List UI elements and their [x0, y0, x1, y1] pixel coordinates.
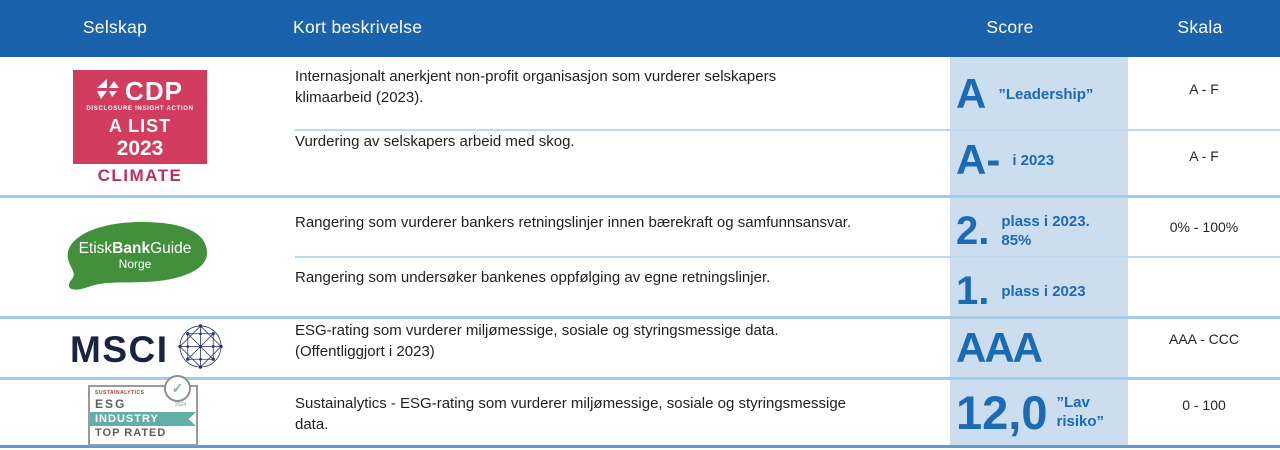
- etisk-bank-guide-logo: EtiskBankGuide Norge: [60, 219, 210, 293]
- bottom-border: [0, 445, 1280, 448]
- description-cell: Vurdering av selskapers arbeid med skog.: [295, 131, 940, 152]
- column-header-kort-beskrivelse: Kort beskrivelse: [293, 17, 423, 37]
- score-note: ”Lav risiko”: [1056, 394, 1105, 430]
- msci-globe-icon: [177, 323, 224, 375]
- description-cell: Rangering som vurderer bankers retningsl…: [295, 212, 940, 233]
- cdp-badge: CDP DISCLOSURE INSIGHT ACTION A LIST 202…: [73, 70, 207, 164]
- score-cell: 12,0 ”Lav risiko”: [956, 383, 1118, 441]
- etisk-bank-guide-text: EtiskBankGuide Norge: [60, 240, 210, 272]
- scale-cell: 0% - 100%: [1169, 219, 1239, 235]
- sustainalytics-top-rated-label: TOP RATED: [95, 427, 167, 439]
- scale-cell: A - F: [1189, 148, 1219, 164]
- description-line: Rangering som vurderer bankers retningsl…: [295, 214, 852, 231]
- row-separator: [295, 129, 1280, 131]
- column-header-skala: Skala: [1177, 17, 1223, 37]
- cdp-mark-icon: [97, 78, 121, 104]
- score-value: A: [956, 70, 987, 117]
- description-line: (Offentliggjort i 2023): [295, 343, 435, 360]
- score-note: plass i 2023. 85%: [1001, 213, 1090, 249]
- cdp-wordmark: CDP: [125, 76, 183, 106]
- sustainalytics-industry-banner: INDUSTRY: [90, 412, 196, 426]
- score-value: A-: [956, 136, 1001, 183]
- cdp-logo: CDP: [73, 70, 207, 104]
- row-separator: [295, 256, 1280, 258]
- cdp-climate-label: CLIMATE: [97, 166, 183, 185]
- score-note: ”Leadership”: [998, 85, 1094, 103]
- ebg-part-guide: Guide: [150, 240, 192, 257]
- description-cell: Rangering som undersøker bankenes oppføl…: [295, 267, 940, 288]
- description-line: ESG-rating som vurderer miljømessige, so…: [295, 322, 779, 339]
- description-line: Rangering som undersøker bankenes oppføl…: [295, 269, 771, 286]
- description-line: klimaarbeid (2023).: [295, 89, 424, 106]
- score-cell: A- i 2023: [956, 133, 1054, 187]
- description-line: Vurdering av selskapers arbeid med skog.: [295, 133, 575, 150]
- speech-bubble-icon: [67, 222, 208, 290]
- ebg-part-etisk: Etisk: [78, 240, 113, 257]
- score-cell: A ”Leadership”: [956, 67, 1093, 121]
- cdp-year-label: 2023: [116, 137, 164, 160]
- sustainalytics-esg-label: ESG: [95, 397, 127, 411]
- score-column-band: [950, 57, 1128, 446]
- etisk-bank-guide-wordmark: EtiskBankGuide: [60, 240, 210, 258]
- msci-wordmark: MSCI: [70, 328, 169, 370]
- description-cell: ESG-rating som vurderer miljømessige, so…: [295, 320, 940, 362]
- sustainalytics-badge: SUSTAINALYTICS ESG INDUSTRY TOP RATED ✓ …: [88, 375, 198, 446]
- score-note: i 2023: [1012, 151, 1055, 169]
- description-line: Internasjonalt anerkjent non-profit orga…: [295, 68, 777, 85]
- score-cell: 2. plass i 2023. 85%: [956, 202, 1113, 260]
- scale-cell: 0 - 100: [1182, 397, 1226, 413]
- table-header: Selskap Kort beskrivelse Score Skala: [0, 0, 1280, 57]
- ebg-part-bank: Bank: [112, 240, 151, 257]
- section-separator: [0, 195, 1280, 198]
- description-cell: Sustainalytics - ESG-rating som vurderer…: [295, 393, 940, 435]
- score-value: AAA: [956, 324, 1043, 371]
- description-cell: Internasjonalt anerkjent non-profit orga…: [295, 66, 940, 108]
- section-separator: [0, 316, 1280, 319]
- description-line: Sustainalytics - ESG-rating som vurderer…: [295, 395, 847, 412]
- sustainalytics-year: 2024: [174, 402, 186, 408]
- section-separator: [0, 377, 1280, 380]
- score-cell: 1. plass i 2023: [956, 262, 1086, 320]
- score-note: plass i 2023: [1001, 282, 1086, 300]
- score-value: 1.: [956, 269, 990, 313]
- score-value: 2.: [956, 209, 990, 253]
- sustainalytics-wordmark: SUSTAINALYTICS: [95, 390, 145, 396]
- score-cell: AAA: [956, 321, 1043, 375]
- column-header-score: Score: [986, 17, 1034, 37]
- cdp-alist-label: A LIST: [108, 116, 172, 136]
- score-value: 12,0: [956, 385, 1048, 439]
- msci-logo: MSCI: [70, 323, 224, 375]
- check-icon: ✓: [164, 375, 191, 402]
- column-header-selskap: Selskap: [82, 17, 148, 37]
- scale-cell: AAA - CCC: [1168, 331, 1239, 347]
- scale-cell: A - F: [1189, 81, 1219, 97]
- cdp-tagline: DISCLOSURE INSIGHT ACTION: [86, 106, 194, 112]
- description-line: data.: [295, 416, 329, 433]
- ebg-subtitle: Norge: [118, 256, 152, 271]
